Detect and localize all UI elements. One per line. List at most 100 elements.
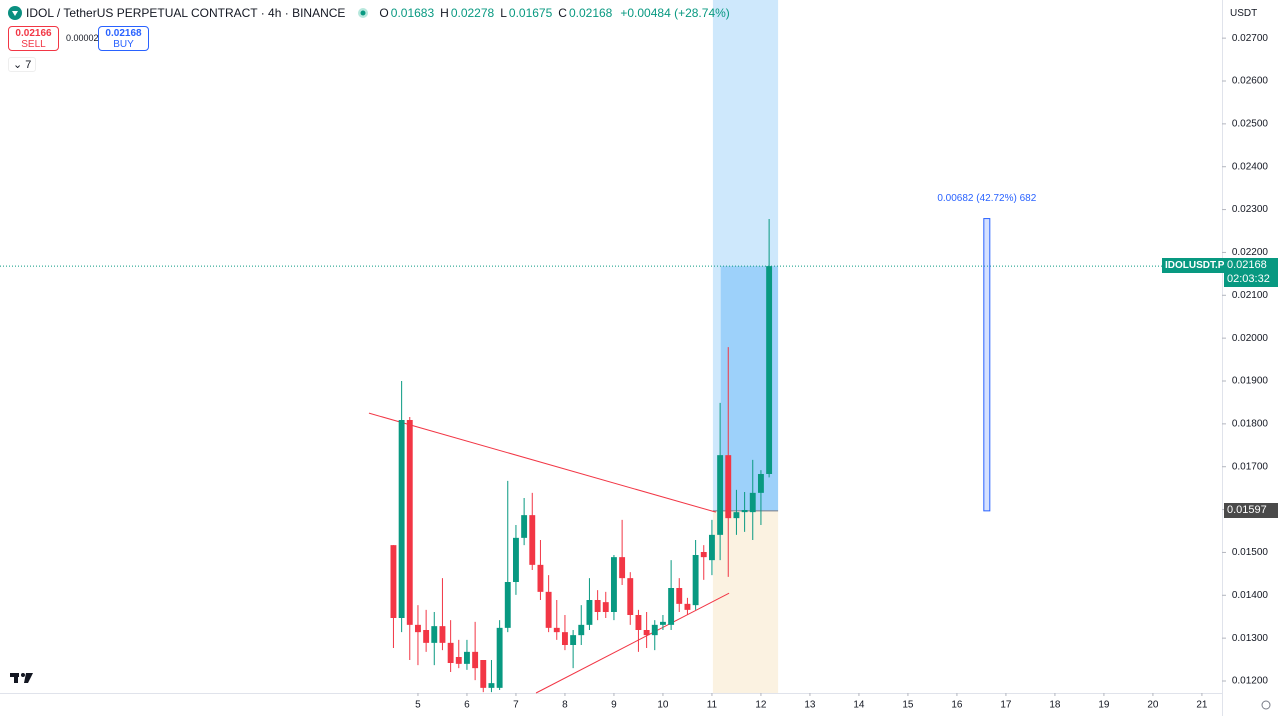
candle-body <box>578 624 585 636</box>
x-tick-label: 20 <box>1147 700 1159 711</box>
candle-body <box>415 624 421 633</box>
candle-body <box>398 420 405 618</box>
buy-price: 0.02168 <box>105 28 142 39</box>
x-tick-label: 21 <box>1196 700 1208 711</box>
candle-body <box>725 455 732 519</box>
y-tick-label: 0.02000 <box>1232 333 1269 344</box>
ohlc-value: 0.01683 <box>390 6 435 20</box>
symbol-icon <box>8 6 22 20</box>
symbol-tag: IDOLUSDT.P <box>1162 258 1228 274</box>
candle-body <box>431 626 438 643</box>
candle-body <box>512 537 519 582</box>
candle-body <box>423 630 430 643</box>
entry-tag: 0.01597 <box>1224 502 1278 518</box>
y-tick-label: 0.01500 <box>1232 547 1269 558</box>
header: IDOL / TetherUS PERPETUAL CONTRACT · 4h … <box>8 6 734 20</box>
x-tick-label: 6 <box>464 700 470 711</box>
candle-body <box>627 578 634 615</box>
x-tick-label: 8 <box>562 700 568 711</box>
tv-logo <box>10 673 33 683</box>
ohlc-key: L <box>500 6 507 20</box>
y-tick-label: 0.02700 <box>1232 33 1269 44</box>
y-tick-label: 0.01800 <box>1232 418 1269 429</box>
candle-body <box>529 515 536 565</box>
sell-label: SELL <box>21 39 46 50</box>
last-price-tag: 0.02168 <box>1224 258 1278 274</box>
candle-body <box>708 534 715 561</box>
candle-body <box>659 621 666 625</box>
x-tick-label: 19 <box>1098 700 1110 711</box>
ohlc-key: O <box>379 6 389 20</box>
y-tick-label: 0.02100 <box>1232 290 1269 301</box>
y-tick-label: 0.01400 <box>1232 590 1269 601</box>
candle-body <box>553 627 560 633</box>
candle-body <box>741 510 748 513</box>
candle-body <box>717 455 724 535</box>
status-dot <box>358 8 369 18</box>
candle-body <box>610 557 617 612</box>
candle-body <box>561 632 568 645</box>
candle-body <box>757 474 764 493</box>
candle-body <box>496 627 503 688</box>
buy-label: BUY <box>113 39 134 50</box>
y-tick-label: 0.01700 <box>1232 461 1269 472</box>
settings-icon[interactable] <box>1261 700 1271 710</box>
x-tick-label: 16 <box>951 700 963 711</box>
x-tick-label: 15 <box>902 700 914 711</box>
candle-body <box>439 626 446 643</box>
currency[interactable]: USDT <box>1230 8 1258 19</box>
plot-area: 0.00682 (42.72%) 682 <box>0 0 1222 694</box>
candle-body <box>692 555 699 606</box>
x-tick-label: 7 <box>513 700 519 711</box>
candle-body <box>749 492 756 513</box>
candle-body <box>464 651 470 664</box>
change: +0.00484 (+28.74%) <box>620 6 730 20</box>
candle-body <box>651 624 658 636</box>
ohlc-value: 0.02278 <box>450 6 495 20</box>
buy-button[interactable]: 0.02168 BUY <box>98 26 149 51</box>
candle-body <box>406 420 413 625</box>
ohlc: O 0.01683 H 0.02278 L 0.01675 C 0.02168 <box>379 6 616 20</box>
y-tick-label: 0.02600 <box>1232 76 1269 87</box>
candle-body <box>504 582 511 628</box>
measure-range <box>983 218 991 512</box>
candle-body <box>766 266 773 474</box>
y-tick-label: 0.02400 <box>1232 161 1269 172</box>
candle-body <box>488 683 495 688</box>
x-tick-label: 11 <box>707 700 718 711</box>
x-tick-label: 14 <box>853 700 865 711</box>
candle-body <box>586 600 593 625</box>
candle-body <box>700 552 707 558</box>
x-tick-label: 9 <box>611 700 617 711</box>
x-tick-label: 5 <box>415 700 421 711</box>
candle-body <box>447 642 454 663</box>
position-stop-zone <box>712 510 779 693</box>
x-tick-label: 10 <box>657 700 669 711</box>
sell-price: 0.02166 <box>15 28 52 39</box>
y-tick-label: 0.02500 <box>1232 118 1269 129</box>
x-tick-label: 12 <box>755 700 767 711</box>
countdown-tag: 02:03:32 <box>1224 272 1278 288</box>
candle-body <box>643 630 650 636</box>
candle-body <box>390 545 397 618</box>
candle-body <box>619 557 626 579</box>
trend-line <box>368 412 716 513</box>
x-tick-label: 13 <box>804 700 816 711</box>
sell-button[interactable]: 0.02166 SELL <box>8 26 59 51</box>
candle-body <box>684 603 691 610</box>
candle-body <box>733 512 740 519</box>
y-tick-label: 0.01900 <box>1232 376 1269 387</box>
indicators-toggle[interactable]: ⌄ 7 <box>8 57 37 72</box>
candle-body <box>480 660 487 688</box>
candle-body <box>570 635 577 645</box>
candle-body <box>545 591 552 628</box>
candle-body <box>668 588 675 625</box>
candle-body <box>537 564 544 592</box>
y-tick-label: 0.01200 <box>1232 676 1269 687</box>
y-tick-label: 0.02300 <box>1232 204 1269 215</box>
candle-body <box>602 602 609 612</box>
ohlc-value: 0.02168 <box>568 6 613 20</box>
candle-body <box>455 657 462 664</box>
ohlc-key: C <box>558 6 567 20</box>
